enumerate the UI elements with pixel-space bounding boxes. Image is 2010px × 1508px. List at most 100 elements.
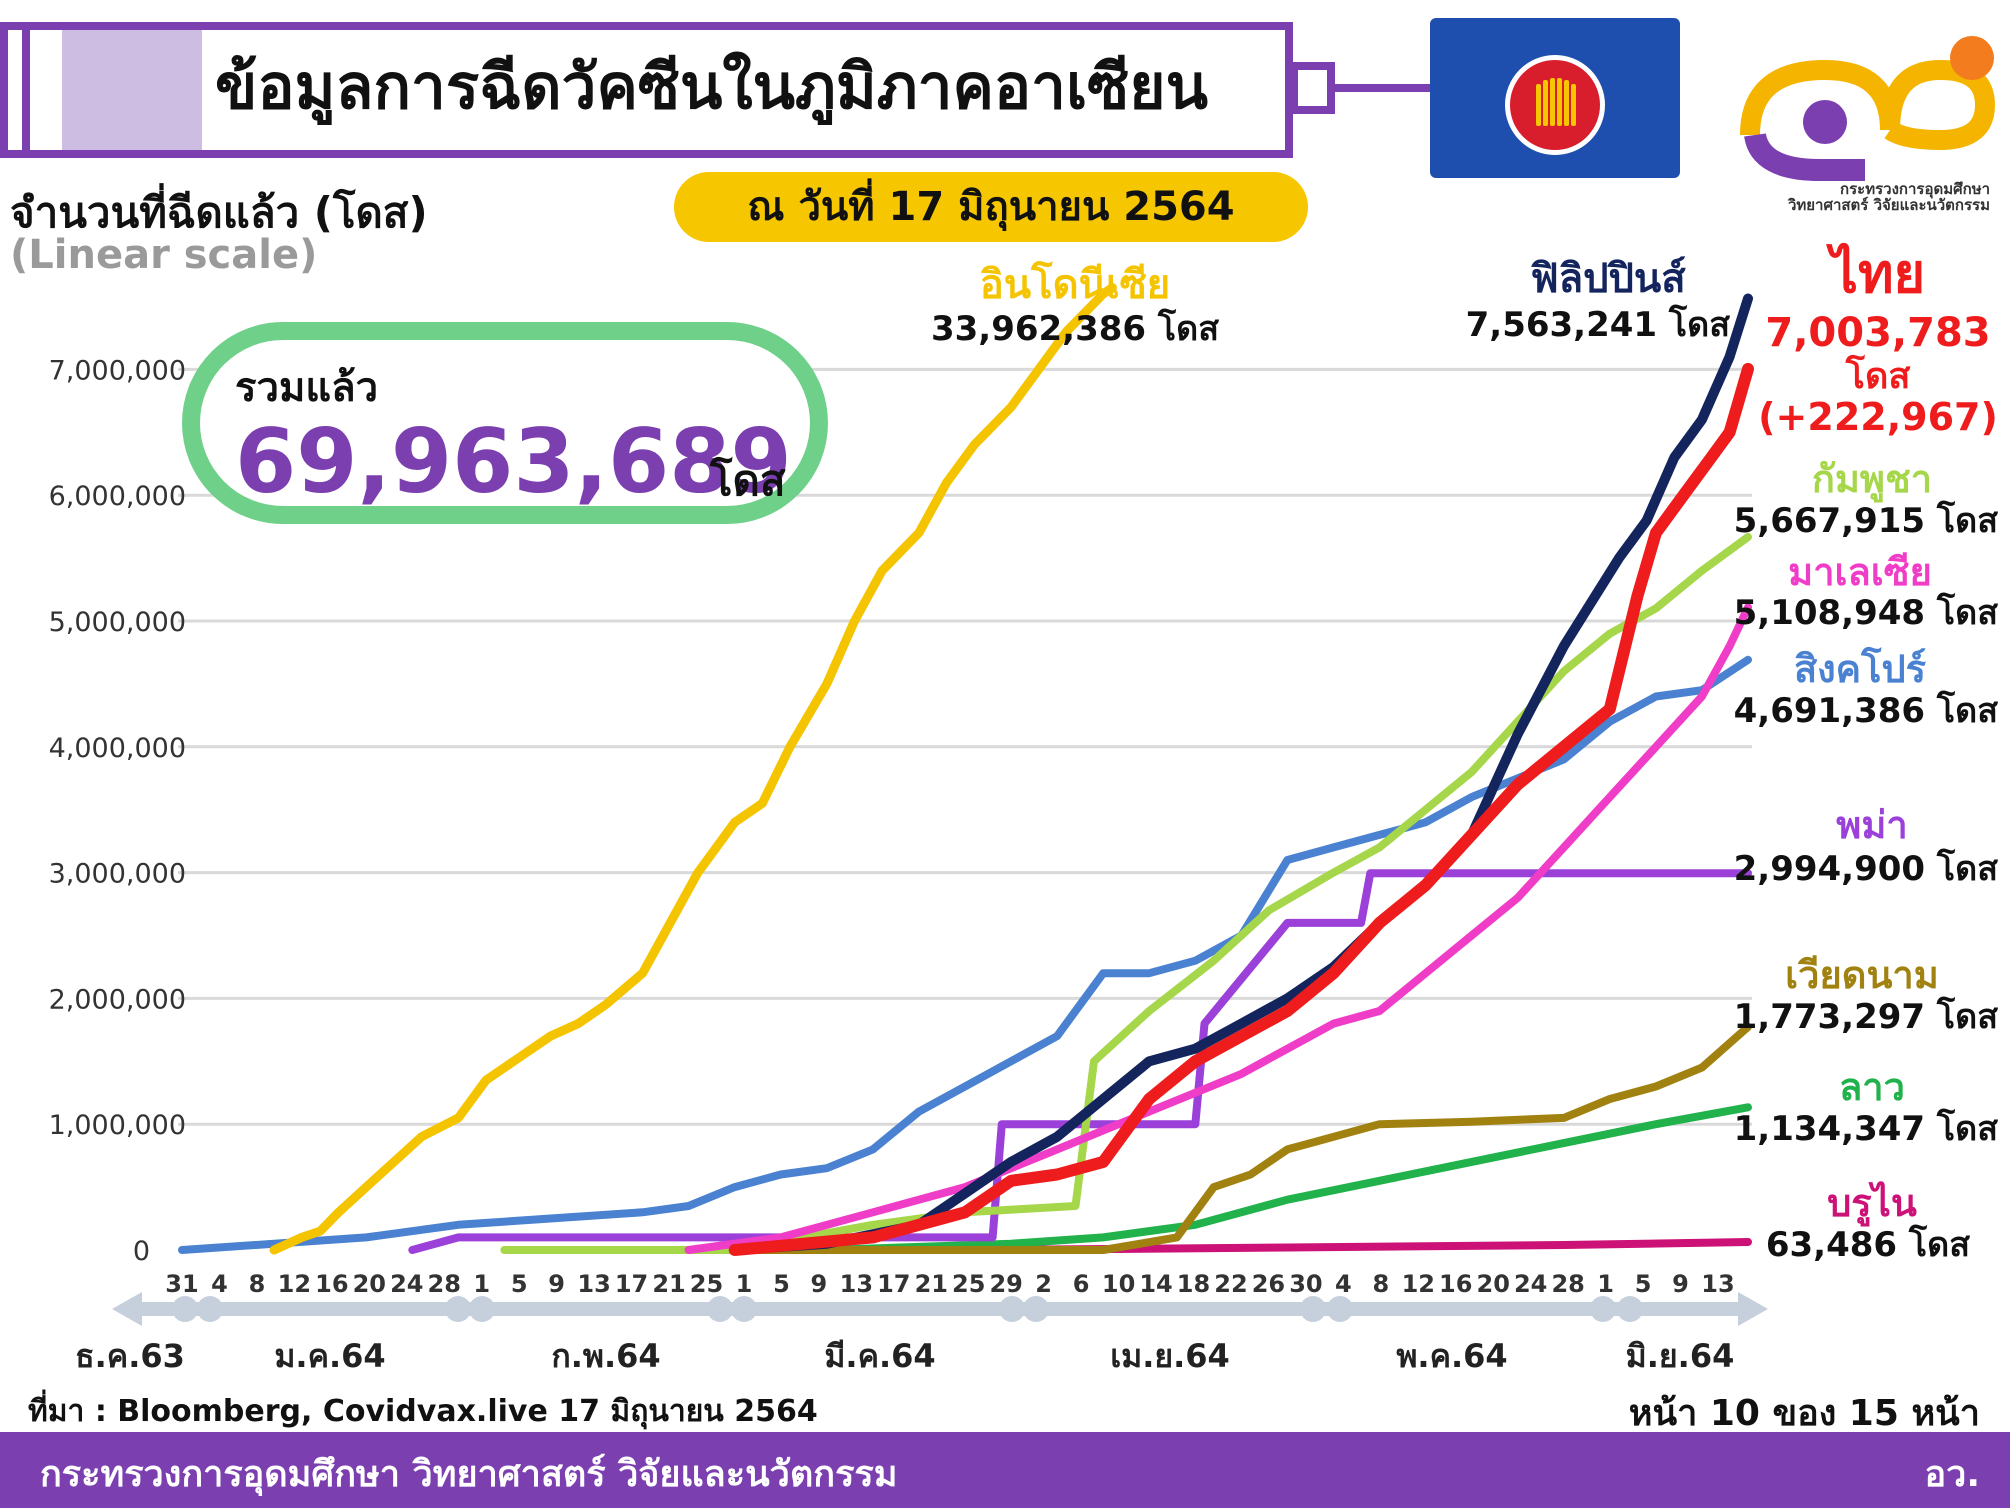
chart-series [178,283,1754,1256]
y-tick-label: 7,000,000 [49,355,186,386]
syringe-barrel [0,22,1293,158]
x-month-label: ก.พ.64 [551,1337,660,1375]
series-labels: อินโดนีเซีย33,962,386 โดส ฟิลิปปินส์7,563… [931,242,1998,1265]
x-tick-label: 12 [278,1270,311,1298]
x-tick-label: 13 [1701,1270,1734,1298]
total-value: 69,963,689 [235,410,792,513]
series-line [684,603,1752,1254]
x-axis-month-separator [197,1296,223,1322]
y-axis-label: จำนวนที่ฉีดแล้ว (โดส) [10,188,428,237]
x-month-label: ธ.ค.63 [75,1337,185,1375]
x-tick-label: 6 [1073,1270,1090,1298]
x-tick-label: 21 [915,1270,948,1298]
x-tick-label: 21 [652,1270,685,1298]
x-tick-label: 14 [1139,1270,1172,1298]
x-tick-label: 9 [811,1270,828,1298]
x-tick-label: 8 [1372,1270,1389,1298]
x-tick-label: 25 [952,1270,985,1298]
series-value-label: 5,108,948 โดส [1734,592,1999,633]
x-tick-label: 20 [353,1270,386,1298]
series-name-label: ไทย [1826,242,1925,305]
y-tick-labels: 0 1,000,000 2,000,000 3,000,000 4,000,000 5,0… [49,355,186,1267]
x-tick-label: 16 [1439,1270,1472,1298]
ministry-logo: กระทรวงการอุดมศึกษา วิทยาศาสตร์ วิจัยและ… [1740,30,2010,215]
series-delta-label: (+222,967) [1758,395,1998,439]
syringe-needle [1333,84,1431,92]
x-tick-label: 26 [1252,1270,1285,1298]
x-tick-label: 13 [840,1270,873,1298]
x-axis-month-separator [1023,1296,1049,1322]
asean-emblem-icon [1505,55,1605,155]
x-tick-label: 9 [1672,1270,1689,1298]
page-title: ข้อมูลการฉีดวัคซีนในภูมิภาคอาเซียน [215,50,1208,123]
x-tick-label: 16 [315,1270,348,1298]
x-tick-label: 12 [1402,1270,1435,1298]
x-tick-label: 1 [1597,1270,1614,1298]
x-tick-label: 29 [989,1270,1022,1298]
x-tick-label: 10 [1102,1270,1135,1298]
source-note: ที่มา : Bloomberg, Covidvax.live 17 มิถุ… [28,1394,818,1429]
x-axis-month-separator [172,1296,198,1322]
y-tick-label: 2,000,000 [49,984,186,1015]
series-value-label: 7,563,241 โดส [1466,304,1731,345]
series-name-label: บรูไน [1827,1181,1917,1227]
x-axis-arrow-right [1738,1292,1768,1326]
x-tick-label: 5 [1635,1270,1652,1298]
footer-organization: กระทรวงการอุดมศึกษา วิทยาศาสตร์ วิจัยและ… [40,1454,898,1495]
x-tick-label: 24 [390,1270,423,1298]
syringe-plunger [0,22,30,158]
series-line [408,869,1752,1254]
x-tick-label: 8 [249,1270,266,1298]
x-month-label: มิ.ย.64 [1626,1337,1735,1375]
series-value-label: 5,667,915 โดส [1734,500,1999,541]
series-line [728,362,1754,1256]
x-tick-label: 28 [428,1270,461,1298]
x-tick-label: 4 [1335,1270,1352,1298]
footer-abbreviation: อว. [1924,1454,1980,1495]
series-name-label: เวียดนาม [1785,953,1939,997]
x-axis: 31 4 8 12 16 20 24 28 1 5 9 13 17 21 25 1 5 9 13 17 21 25 29 2 6… [75,1270,1768,1375]
x-axis-band [130,1302,1740,1316]
series-value-label: 1,134,347 โดส [1734,1108,1999,1149]
x-axis-month-separator [1327,1296,1353,1322]
series-value-label: 33,962,386 โดส [931,308,1219,349]
series-name-label: ลาว [1839,1065,1905,1109]
total-summary-box [182,322,828,524]
x-tick-label: 22 [1214,1270,1247,1298]
x-axis-month-separator [731,1296,757,1322]
x-tick-label: 5 [511,1270,528,1298]
x-tick-label: 9 [548,1270,565,1298]
x-month-label: พ.ค.64 [1396,1337,1507,1375]
series-name-label: ฟิลิปปินส์ [1530,256,1686,302]
x-month-label: เม.ย.64 [1110,1337,1230,1375]
series-line [822,1103,1752,1254]
y-tick-label: 0 [133,1236,150,1267]
x-tick-label: 17 [615,1270,648,1298]
series-line [269,283,1117,1255]
x-axis-month-separator [1617,1296,1643,1322]
x-tick-label: 4 [211,1270,228,1298]
y-tick-label: 3,000,000 [49,859,186,890]
x-axis-month-separator [445,1296,471,1322]
series-line [749,1022,1752,1254]
x-tick-label: 20 [1477,1270,1510,1298]
series-unit-label: โดส [1845,354,1911,397]
footer-bar [0,1432,2010,1508]
y-tick-label: 1,000,000 [49,1110,186,1141]
series-value-label: 1,773,297 โดส [1734,996,1999,1037]
x-tick-label: 13 [577,1270,610,1298]
x-tick-label: 2 [1035,1270,1052,1298]
series-name-label: อินโดนีเซีย [980,261,1170,308]
syringe-tip [1290,62,1335,114]
x-tick-label: 28 [1551,1270,1584,1298]
total-unit: โดส [710,456,786,505]
series-name-label: พม่า [1836,803,1907,847]
x-axis-arrow-left [112,1292,142,1326]
x-tick-label: 18 [1177,1270,1210,1298]
y-tick-label: 4,000,000 [49,733,186,764]
series-name-label: กัมพูชา [1812,457,1932,503]
x-tick-label: 25 [690,1270,723,1298]
series-value-label: 63,486 โดส [1766,1224,1970,1265]
x-month-label: มี.ค.64 [824,1337,935,1375]
